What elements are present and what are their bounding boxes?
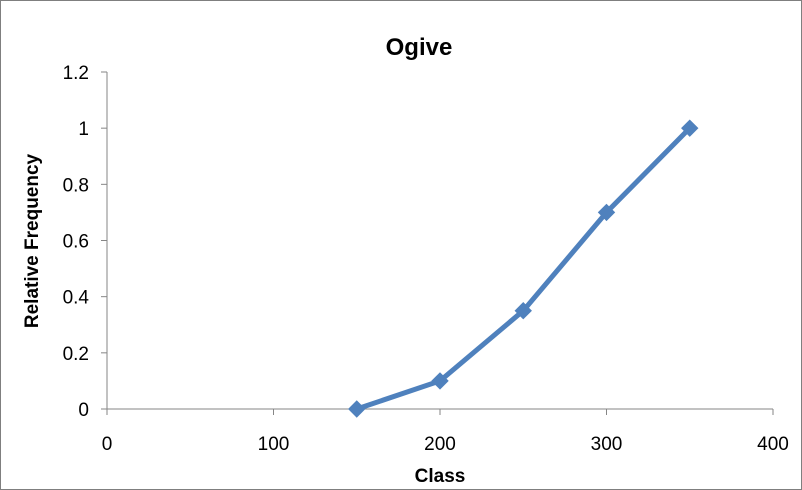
series-line	[354, 125, 693, 412]
x-tick-label: 100	[258, 434, 290, 455]
series-group	[348, 119, 699, 418]
y-tick-label: 0.8	[63, 175, 89, 196]
y-tick-group: 0 0.2 0.4 0.6 0.8 1 1.2	[63, 63, 107, 421]
y-tick-label: 0.4	[63, 288, 90, 309]
data-point-marker	[681, 119, 699, 137]
data-point-marker	[597, 203, 616, 222]
y-tick-label: 0.6	[63, 232, 89, 253]
y-axis-label: Relative Frequency	[22, 153, 43, 328]
y-tick-label: 0.2	[63, 344, 89, 365]
x-tick-label: 300	[591, 434, 623, 455]
y-tick-label: 1	[78, 119, 89, 140]
y-tick-label: 1.2	[63, 63, 89, 84]
x-tick-label: 400	[757, 434, 789, 455]
data-point-marker	[348, 400, 366, 418]
y-tick-label: 0	[78, 400, 89, 421]
chart-title: Ogive	[386, 34, 453, 61]
data-point-marker	[514, 302, 532, 320]
data-point-marker	[431, 372, 449, 390]
x-tick-group: 0 100 200 300 400	[102, 409, 789, 455]
x-tick-label: 200	[424, 434, 456, 455]
x-axis-label: Class	[415, 466, 466, 487]
x-tick-label: 0	[102, 434, 113, 455]
